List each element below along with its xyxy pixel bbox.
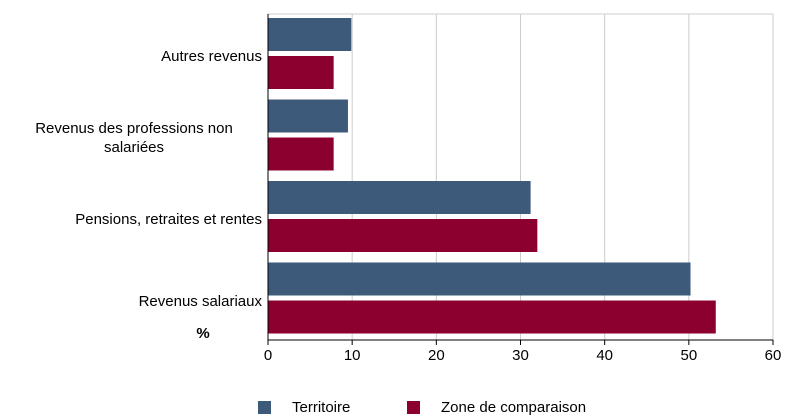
y-tick-label: Revenus des professions non salariées xyxy=(35,120,233,157)
y-tick-label-box: Revenus salariaux xyxy=(139,261,262,341)
y-tick-label: Autres revenus xyxy=(161,48,262,66)
y-tick-label-box: Autres revenus xyxy=(161,17,262,97)
bar xyxy=(268,137,334,171)
axis-label: % xyxy=(196,325,209,342)
legend-swatch xyxy=(407,401,420,414)
y-tick-label: Revenus salariaux xyxy=(138,292,262,310)
x-tick-label: 20 xyxy=(428,347,445,364)
x-tick-label: 0 xyxy=(264,347,272,364)
bar xyxy=(268,262,691,296)
bar xyxy=(268,18,352,51)
x-tick-label: 30 xyxy=(512,347,529,364)
bar xyxy=(268,99,348,133)
x-tick-label: 10 xyxy=(344,347,361,364)
bar xyxy=(268,56,334,89)
y-tick-label: Pensions, retraites et rentes xyxy=(75,211,262,229)
bar xyxy=(268,300,716,334)
bar xyxy=(268,219,538,252)
legend-swatch xyxy=(258,401,271,414)
x-tick-label: 60 xyxy=(765,347,782,364)
y-tick-label-box: Revenus des professions non salariées xyxy=(6,98,262,178)
bar xyxy=(268,181,531,214)
x-tick-label: 40 xyxy=(596,347,613,364)
legend-label: Zone de comparaison xyxy=(441,399,586,416)
y-tick-label-box: Pensions, retraites et rentes xyxy=(75,180,262,260)
legend-label: Territoire xyxy=(292,399,350,416)
x-tick-label: 50 xyxy=(680,347,697,364)
